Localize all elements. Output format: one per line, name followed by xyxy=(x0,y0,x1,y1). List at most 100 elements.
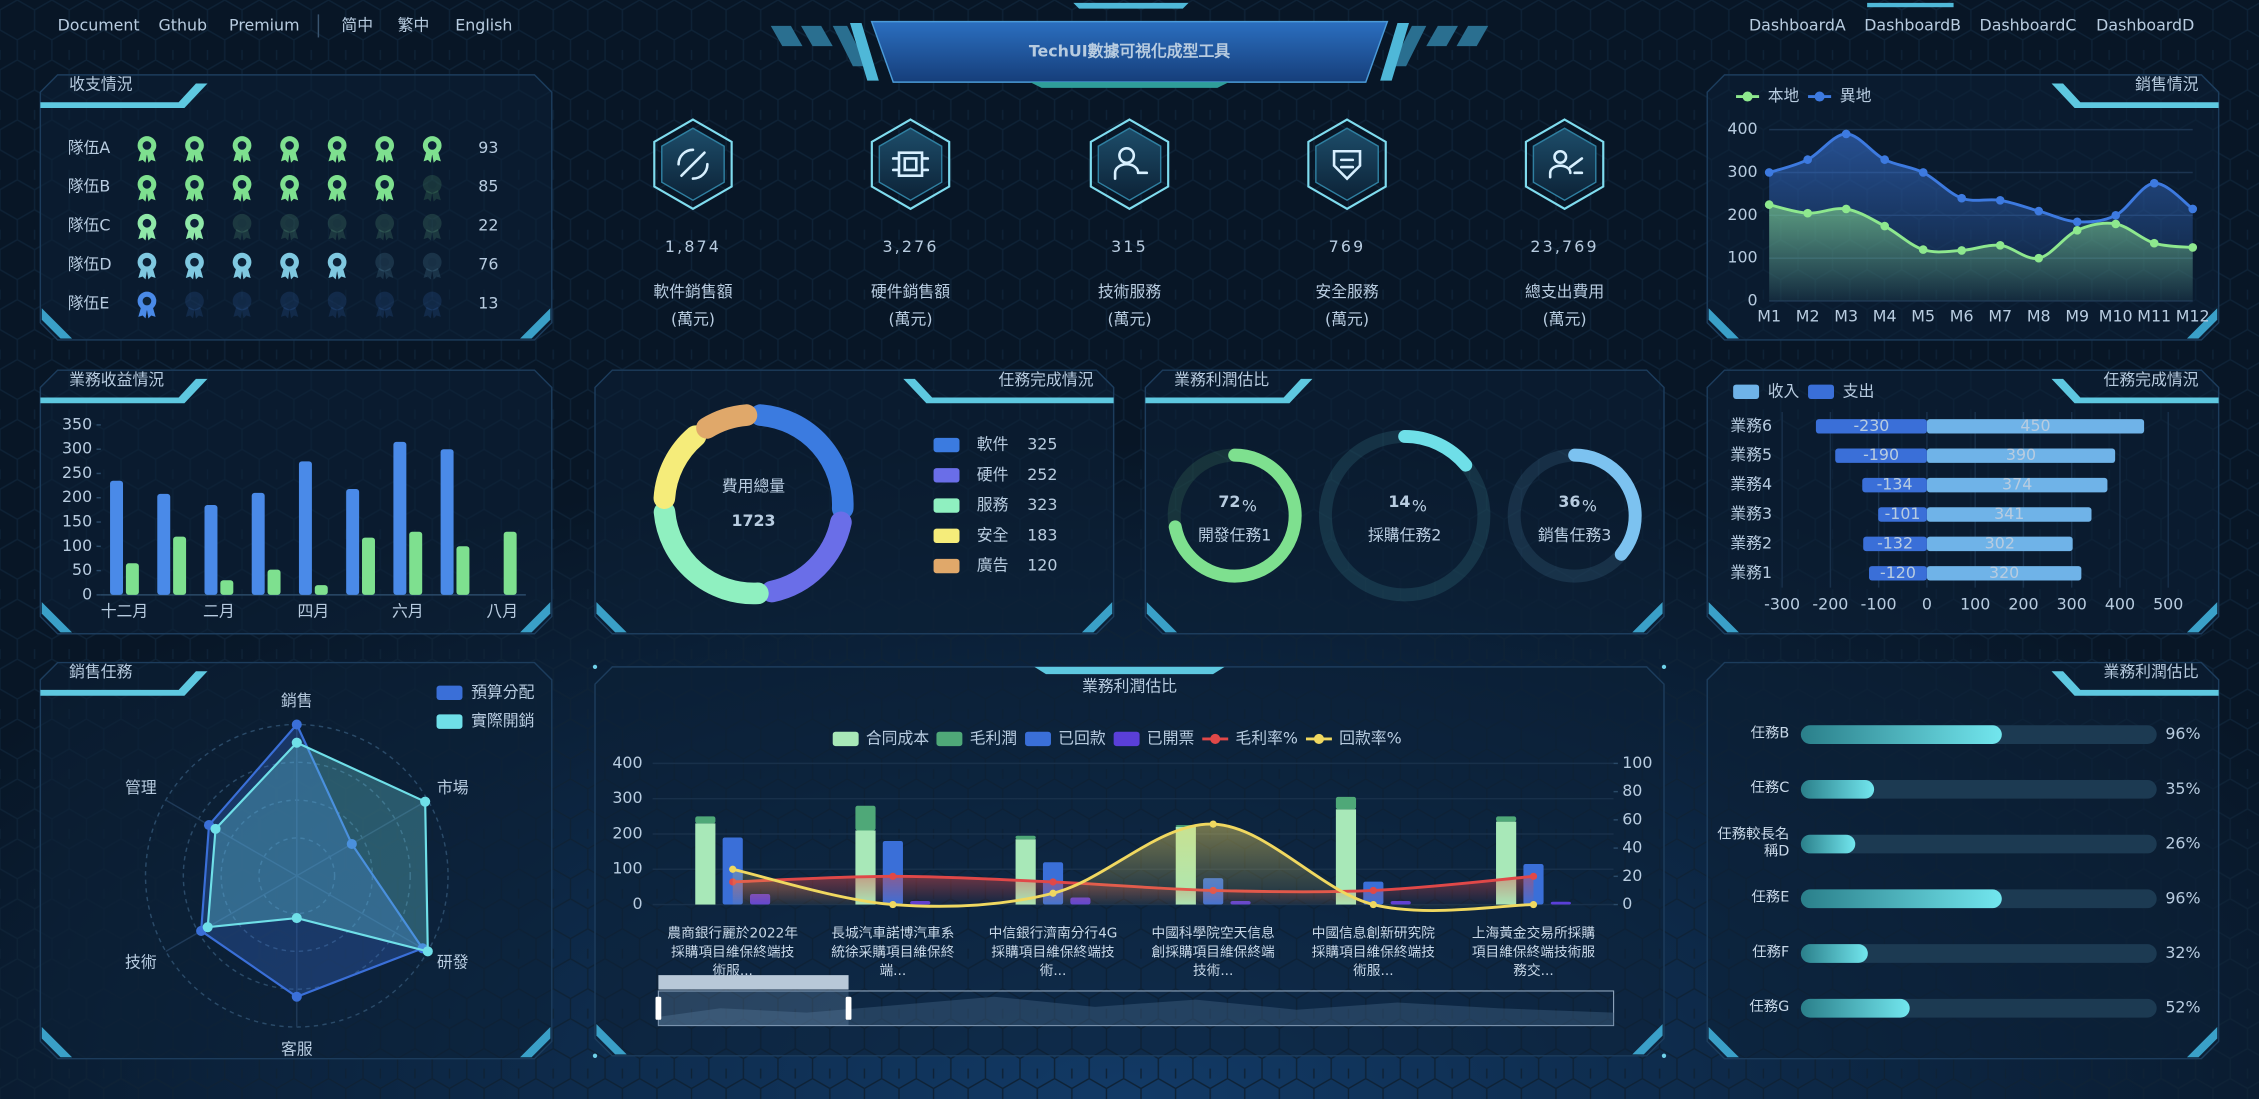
data-point xyxy=(1209,820,1217,828)
icon-core xyxy=(332,218,342,228)
icon-ribbon xyxy=(423,306,441,319)
dashboard-tab[interactable]: DashboardD xyxy=(2096,15,2194,34)
icon xyxy=(422,175,442,194)
gauge-value xyxy=(1318,429,1491,602)
legend-label: 毛利率% xyxy=(1235,728,1298,747)
donut-segment xyxy=(749,404,854,520)
icon-core xyxy=(285,141,294,150)
icon-core xyxy=(237,141,247,150)
legend-swatch xyxy=(933,468,960,483)
donut-segment xyxy=(696,404,758,439)
y-tick-label: 400 xyxy=(1727,119,1757,138)
x-tick-label: 400 xyxy=(2105,594,2135,613)
icon xyxy=(375,213,395,233)
bar xyxy=(1862,477,1927,493)
y2-tick-label: 20 xyxy=(1622,866,1642,885)
icon-core xyxy=(332,257,342,267)
bar xyxy=(220,580,234,595)
stat-value: 3,276 xyxy=(882,237,938,256)
slider-handle[interactable] xyxy=(655,996,662,1020)
icon-ribbon xyxy=(233,306,251,319)
data-point xyxy=(2149,178,2159,188)
icon-ribbon xyxy=(138,306,156,319)
icon-ribbon xyxy=(185,190,204,202)
data-point xyxy=(2111,219,2121,229)
icon-ribbon xyxy=(185,267,204,280)
x-tick-label-box: 中信銀行濟南分行4G採購項目維保終端技術... xyxy=(989,926,1118,979)
x-tick-label: 中國信息創新研究院採購項目維保終端技術服... xyxy=(1311,926,1435,980)
stat-unit: (萬元) xyxy=(1325,309,1369,328)
data-point xyxy=(1049,889,1057,897)
legend-label: 支出 xyxy=(1843,381,1875,400)
icon-ribbon xyxy=(233,190,251,202)
dashboard-tab[interactable]: DashboardA xyxy=(1749,15,1846,34)
bar xyxy=(440,449,454,595)
bar xyxy=(125,563,139,595)
stat-name: 硬件銷售額 xyxy=(871,282,950,301)
donut-segment xyxy=(760,511,852,603)
x-tick-label: -200 xyxy=(1812,594,1848,613)
stat-name: 安全服務 xyxy=(1315,282,1378,301)
corner-accent xyxy=(1632,602,1663,633)
progress-bar xyxy=(1800,834,1856,854)
row-label: 隊伍C xyxy=(68,216,111,235)
stat-card: 769 安全服務 (萬元) xyxy=(1307,118,1387,328)
icon-core xyxy=(142,180,152,189)
x-tick-label: M5 xyxy=(1911,306,1935,325)
x-tick-label-box: 中國信息創新研究院採購項目維保終端技術服... xyxy=(1311,926,1435,980)
legend-value: 183 xyxy=(1027,525,1057,544)
nav-link[interactable]: Document xyxy=(58,15,140,34)
donut-segment xyxy=(653,501,769,605)
legend-label: 異地 xyxy=(1840,86,1872,105)
row-value: 85 xyxy=(478,177,498,196)
dashboard-tab[interactable]: DashboardC xyxy=(1980,15,2077,34)
bar-value-label: 302 xyxy=(1985,533,2015,552)
slider-handle[interactable] xyxy=(845,996,852,1020)
dashboard-tab[interactable]: DashboardB xyxy=(1864,15,1961,34)
legend-swatch xyxy=(1113,731,1140,747)
legend-swatch xyxy=(436,685,463,701)
series-area xyxy=(732,824,1534,911)
icon-core xyxy=(285,257,294,267)
row-value: 13 xyxy=(478,293,498,312)
radar-point xyxy=(291,719,302,730)
language-option[interactable]: English xyxy=(455,15,512,34)
page-title: TechUI數據可視化成型工具 xyxy=(1029,41,1230,60)
y-tick-label: 300 xyxy=(612,788,642,807)
title-tab xyxy=(2051,378,2219,404)
corner-accent xyxy=(1632,1024,1663,1055)
donut-segment xyxy=(653,425,707,509)
bar xyxy=(393,441,407,595)
icon-ribbon xyxy=(328,267,346,280)
legend-marker xyxy=(1210,733,1221,744)
legend-marker xyxy=(1313,733,1324,744)
nav-link[interactable]: Gthub xyxy=(158,15,207,34)
gauge-value-label: 36 xyxy=(1558,492,1580,511)
icon-core xyxy=(427,257,437,267)
language-option[interactable]: 简中 xyxy=(341,15,373,34)
nav-link[interactable]: Premium xyxy=(229,15,299,34)
icon-ribbon xyxy=(280,190,299,202)
language-option[interactable]: 繁中 xyxy=(398,15,430,34)
data-point xyxy=(2072,217,2082,227)
x-tick-label: 農商銀行麗於2022年採購項目維保終端技術服... xyxy=(667,926,799,980)
legend-swatch xyxy=(1733,384,1760,399)
row-label-box: 任務B xyxy=(1751,726,1790,742)
data-zoom-slider[interactable] xyxy=(655,975,1615,1027)
x-tick-label: M6 xyxy=(1950,306,1974,325)
x-tick-label: -100 xyxy=(1861,594,1897,613)
bar xyxy=(1550,901,1571,905)
icon-core xyxy=(190,218,199,228)
y-tick-label: 業務2 xyxy=(1730,533,1772,552)
panel-title: 銷售情況 xyxy=(2135,74,2198,93)
icon-ribbon xyxy=(280,229,299,241)
radar-point xyxy=(422,946,433,957)
stat-hexagon-inner xyxy=(1532,127,1597,202)
y-tick-label: 業務4 xyxy=(1730,475,1772,494)
row-label: 隊伍D xyxy=(68,255,112,274)
icon-core xyxy=(380,218,389,228)
bar xyxy=(409,531,423,595)
x-tick-label: M2 xyxy=(1796,306,1820,325)
icon-ribbon xyxy=(423,267,441,280)
stat-hexagon xyxy=(1089,118,1170,211)
